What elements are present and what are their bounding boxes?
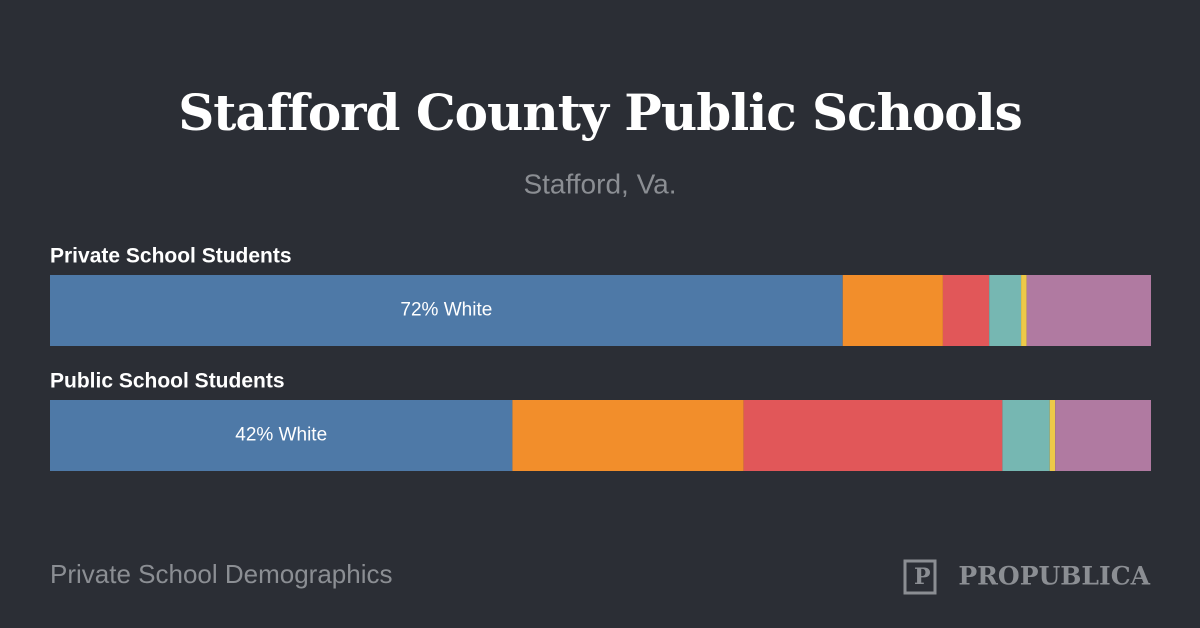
chart-title: Stafford County Public Schools [178, 83, 1022, 142]
bar-segment [1055, 400, 1151, 471]
bar-segment [50, 275, 843, 346]
bar-segment [989, 275, 1022, 346]
category-label: Public School Students [50, 370, 285, 393]
bar-segment [942, 275, 990, 346]
bar-segment [1049, 400, 1056, 471]
logo-icon [903, 559, 937, 595]
bar-segment [1002, 400, 1050, 471]
bar-segment [512, 400, 744, 471]
chart-subtitle: Stafford, Va. [523, 168, 676, 199]
category-label: Private School Students [50, 245, 292, 268]
logo-letter: P [914, 564, 931, 590]
value-label: 42% White [235, 425, 327, 446]
bar-segment [1026, 275, 1151, 346]
brand-name: PROPUBLICA [958, 562, 1150, 591]
brand-logo: P PROPUBLICA [903, 559, 1151, 595]
footer-text: Private School Demographics [50, 559, 393, 589]
bar-segment [743, 400, 1003, 471]
bar-segment [1021, 275, 1027, 346]
bar-segment [50, 400, 513, 471]
value-label: 72% White [400, 300, 492, 321]
bar-segment [842, 275, 943, 346]
